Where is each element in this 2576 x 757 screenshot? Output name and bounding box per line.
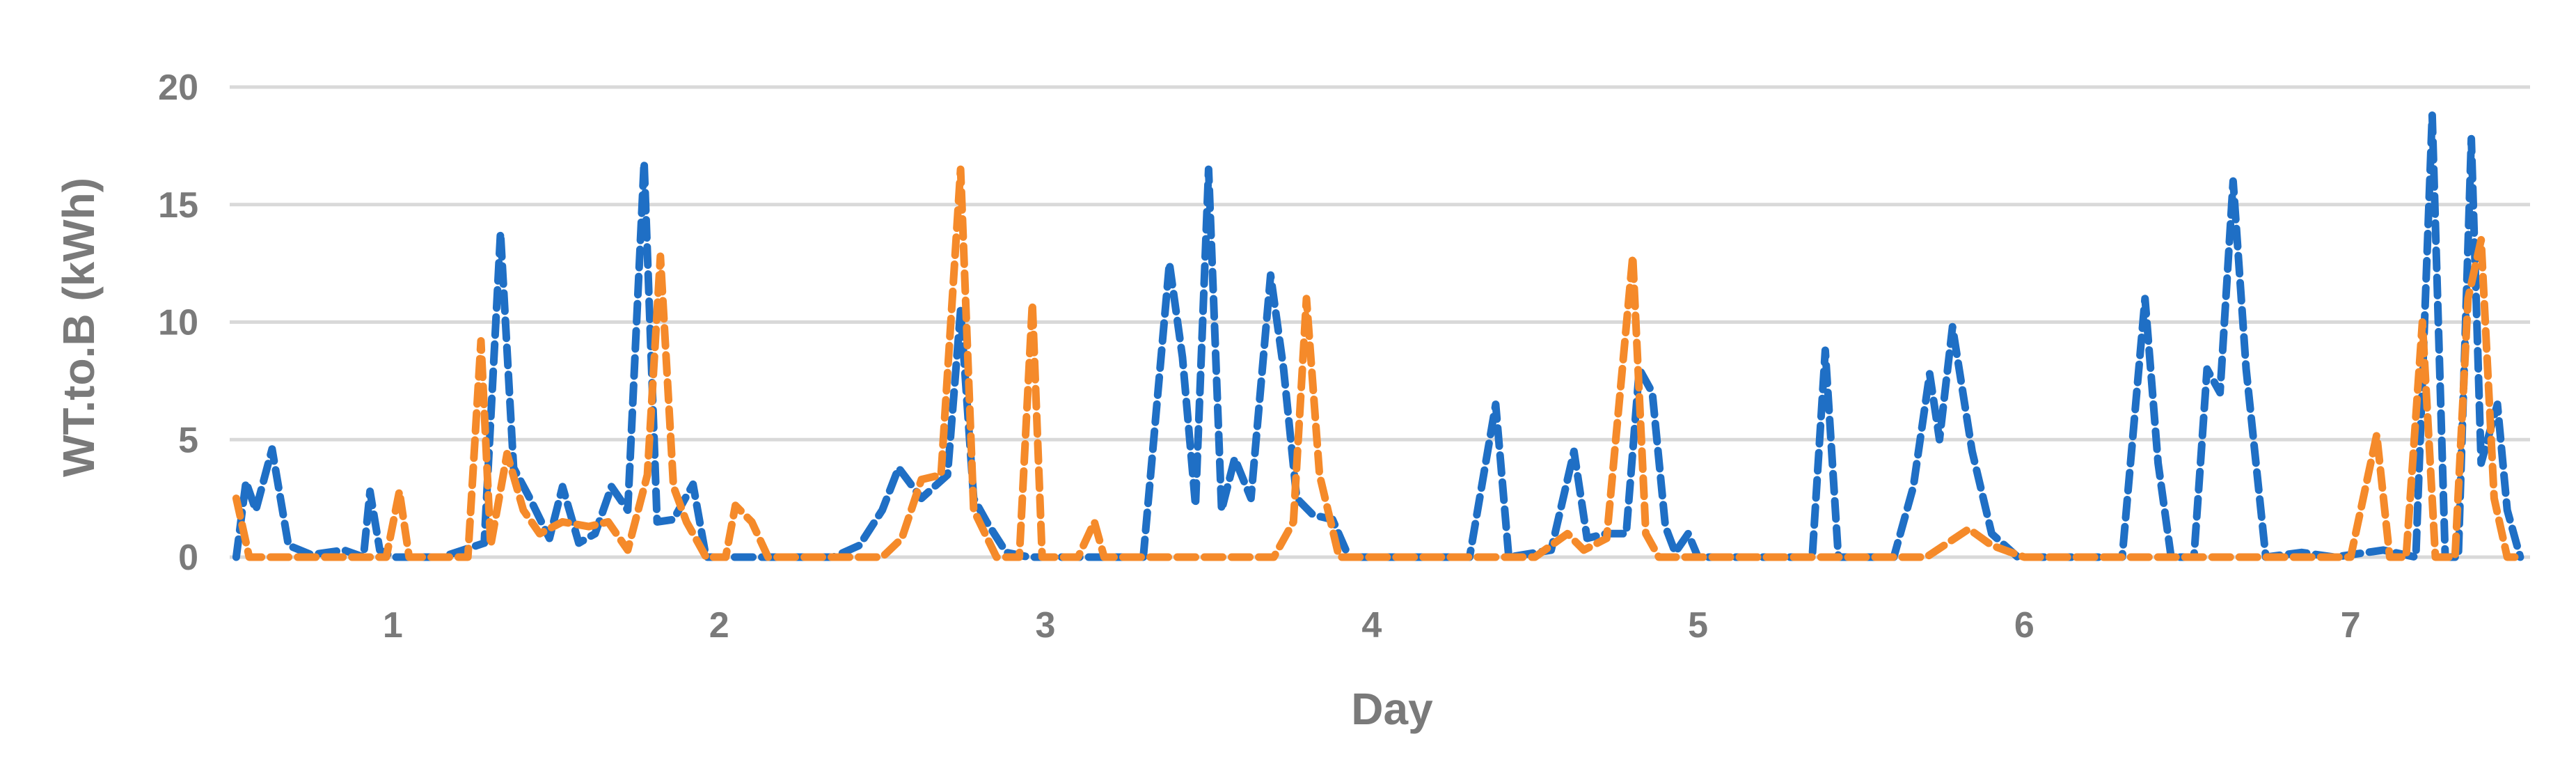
y-tick-label: 15 [158, 185, 198, 226]
x-axis-title: Day [1351, 684, 1433, 734]
x-tick-label: 6 [2014, 605, 2034, 646]
series-layer [232, 111, 2524, 561]
y-tick-label: 10 [158, 303, 198, 343]
x-tick-label: 1 [383, 605, 403, 646]
x-tick-label: 2 [709, 605, 729, 646]
y-axis-ticks: 0 5 10 15 20 [158, 68, 198, 578]
series-line-1 [232, 111, 2524, 561]
y-axis-title: WT.to.B (kWh) [54, 178, 104, 477]
gridlines [230, 85, 2530, 559]
x-tick-label: 4 [1361, 605, 1382, 646]
x-tick-label: 7 [2341, 605, 2361, 646]
x-tick-label: 3 [1036, 605, 1056, 646]
y-tick-label: 20 [158, 68, 198, 108]
y-tick-label: 0 [178, 538, 198, 578]
series-line-2 [232, 165, 2524, 561]
y-tick-label: 5 [178, 420, 198, 460]
x-tick-label: 5 [1688, 605, 1708, 646]
x-axis-ticks: 1 2 3 4 5 6 7 [383, 605, 2361, 646]
